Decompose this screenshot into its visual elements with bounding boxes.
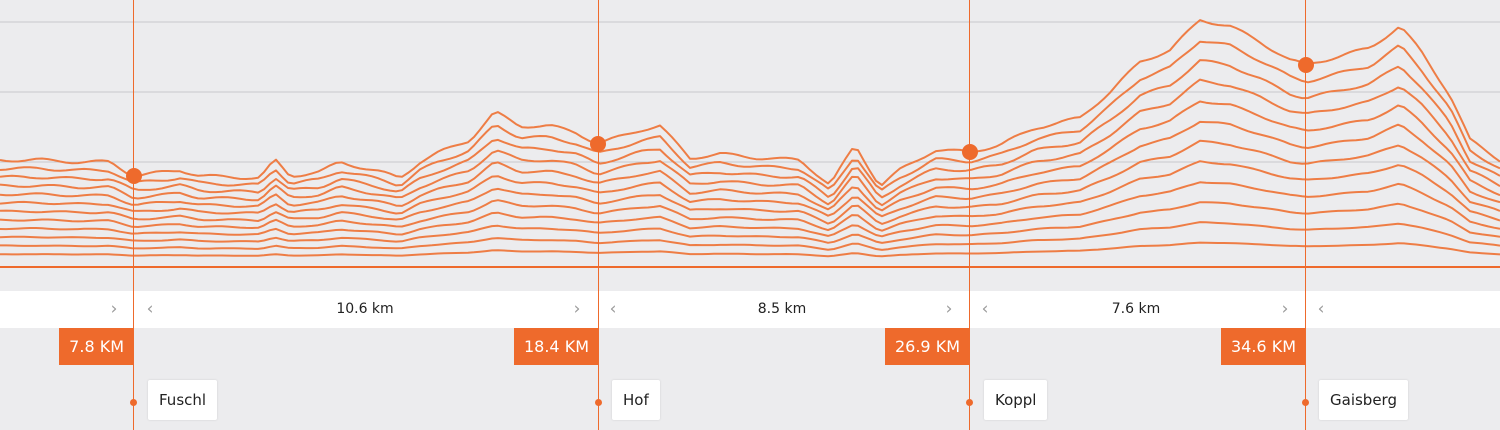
km-badge: 26.9 KM bbox=[884, 328, 970, 365]
ridge-line bbox=[0, 221, 1500, 251]
chevron-right-icon[interactable]: › bbox=[1281, 299, 1289, 319]
chevron-left-icon[interactable]: ‹ bbox=[1317, 299, 1325, 319]
ridge-line bbox=[0, 19, 1500, 186]
chevron-left-icon[interactable]: ‹ bbox=[981, 299, 989, 319]
position-dot bbox=[962, 144, 978, 160]
marker-line bbox=[1305, 0, 1306, 430]
chevron-right-icon[interactable]: › bbox=[945, 299, 953, 319]
grid-lines bbox=[0, 21, 1500, 163]
ridge-line bbox=[0, 40, 1500, 191]
chevron-left-icon[interactable]: ‹ bbox=[609, 299, 617, 319]
segment-distance: 8.5 km bbox=[757, 301, 807, 317]
ridge-line bbox=[0, 241, 1500, 258]
chevron-right-icon[interactable]: › bbox=[573, 299, 581, 319]
ridge-line bbox=[0, 201, 1500, 244]
location-dot-icon bbox=[595, 399, 602, 406]
km-badge: 7.8 KM bbox=[59, 328, 134, 365]
elevation-profile-chart bbox=[0, 19, 1500, 268]
location-dot-icon bbox=[966, 399, 973, 406]
chevron-left-icon[interactable]: ‹ bbox=[146, 299, 154, 319]
segment-band bbox=[0, 291, 1500, 328]
ridge-line bbox=[0, 120, 1500, 218]
place-label-koppl[interactable]: Koppl bbox=[984, 380, 1048, 420]
position-dot bbox=[1298, 57, 1314, 73]
marker-line bbox=[598, 0, 599, 430]
ridge-line bbox=[0, 181, 1500, 238]
ridge-line bbox=[0, 78, 1500, 207]
segment-distance: 7.6 km bbox=[1111, 301, 1161, 317]
chevron-right-icon[interactable]: › bbox=[110, 299, 118, 319]
marker-line bbox=[969, 0, 970, 430]
ridge-line bbox=[0, 139, 1500, 225]
place-label-fuschl[interactable]: Fuschl bbox=[148, 380, 218, 420]
km-badge: 34.6 KM bbox=[1220, 328, 1306, 365]
km-badge: 18.4 KM bbox=[513, 328, 599, 365]
ridge-line bbox=[0, 59, 1500, 199]
location-dot-icon bbox=[130, 399, 137, 406]
ridgeline-series bbox=[0, 19, 1500, 258]
place-label-gaisberg[interactable]: Gaisberg bbox=[1319, 380, 1408, 420]
segment-distance: 10.6 km bbox=[336, 301, 394, 317]
position-dot bbox=[126, 168, 142, 184]
place-label-hof[interactable]: Hof bbox=[612, 380, 660, 420]
ridge-line bbox=[0, 160, 1500, 232]
location-dot-icon bbox=[1302, 399, 1309, 406]
ridge-line bbox=[0, 100, 1500, 212]
marker-line bbox=[133, 0, 134, 430]
